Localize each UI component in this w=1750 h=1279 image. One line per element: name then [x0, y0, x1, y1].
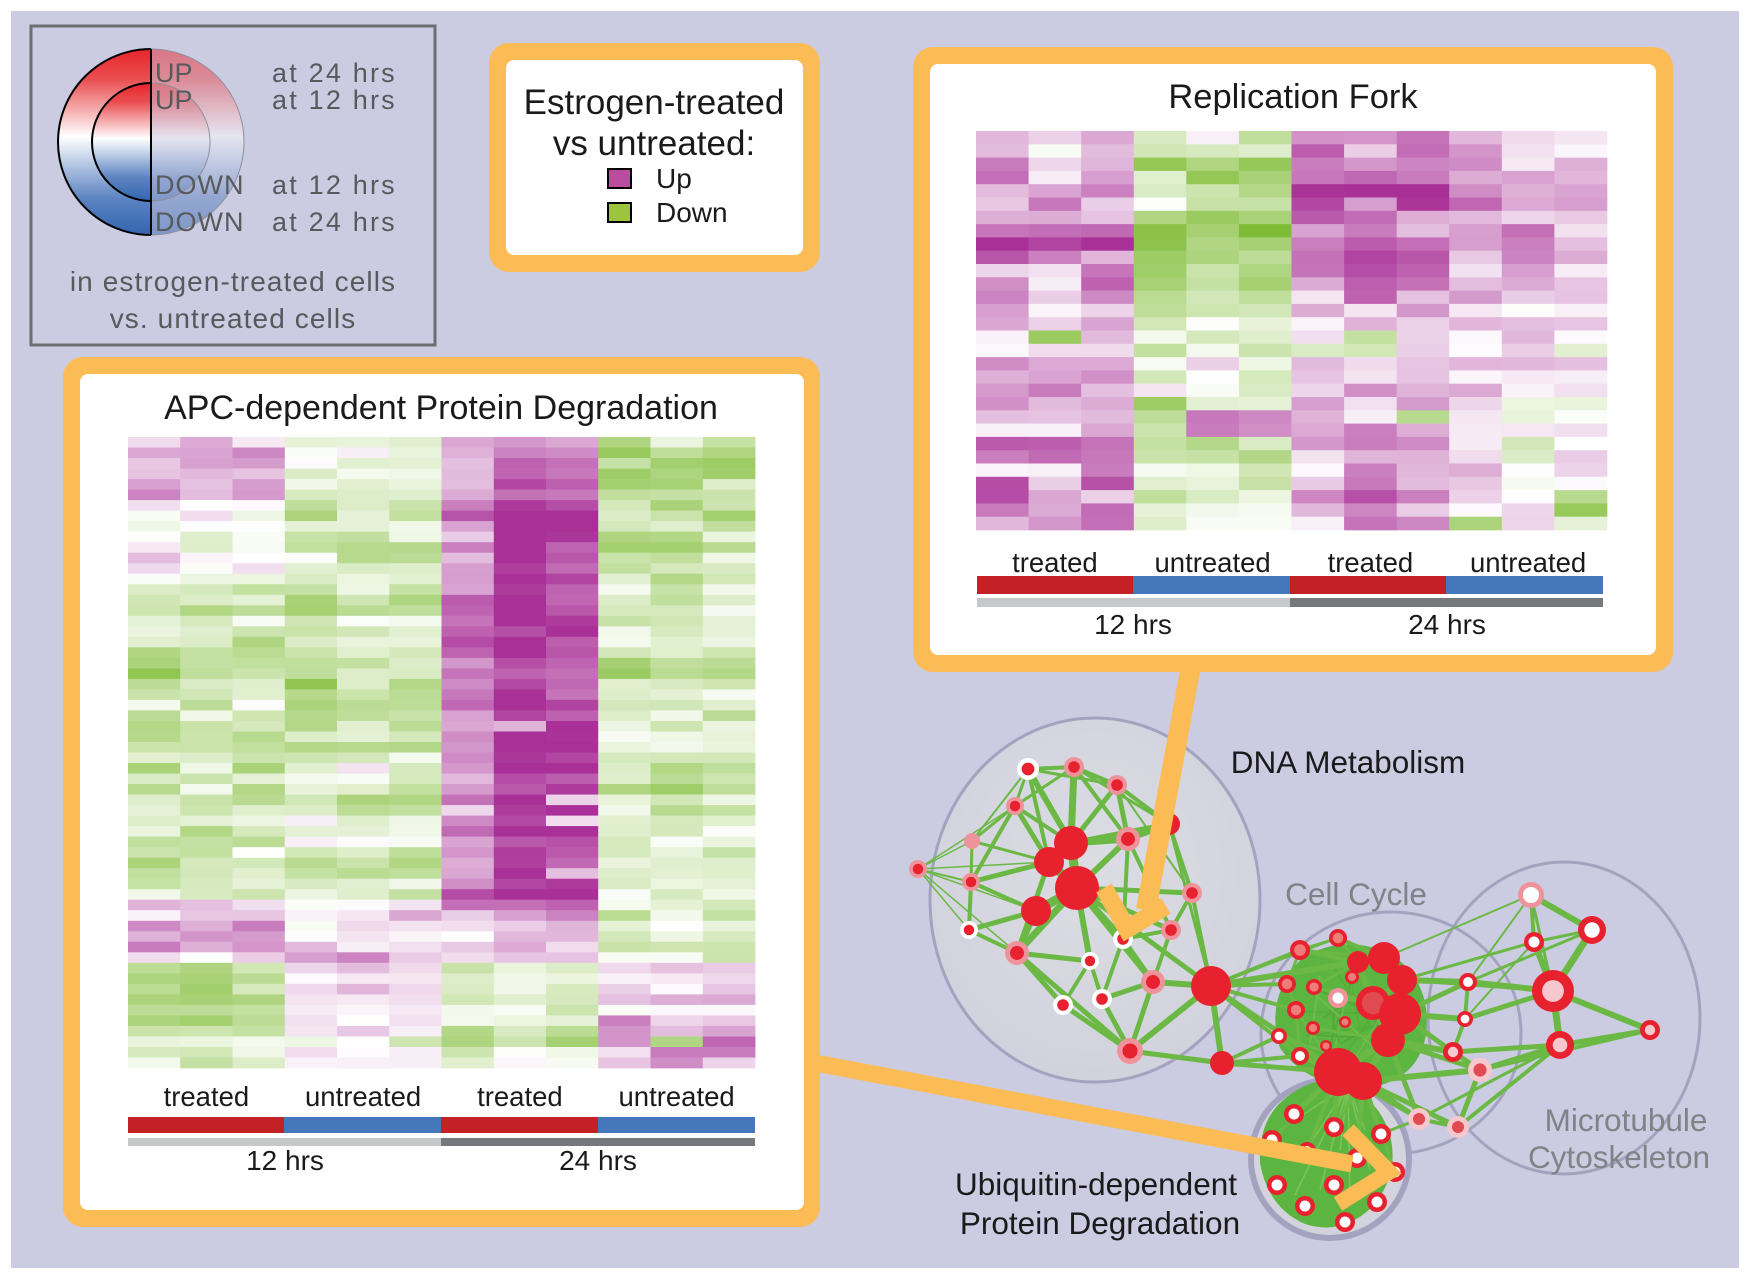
- svg-text:untreated: untreated: [1470, 547, 1586, 578]
- svg-text:DOWN: DOWN: [155, 207, 244, 237]
- svg-text:treated: treated: [164, 1081, 250, 1112]
- svg-text:Microtubule: Microtubule: [1545, 1102, 1708, 1138]
- svg-text:treated: treated: [1012, 547, 1098, 578]
- svg-text:12 hrs: 12 hrs: [1094, 609, 1172, 640]
- svg-text:in estrogen-treated cells: in estrogen-treated cells: [70, 266, 396, 297]
- svg-text:untreated: untreated: [305, 1081, 421, 1112]
- svg-text:24 hrs: 24 hrs: [1408, 609, 1486, 640]
- svg-text:at 12 hrs: at 12 hrs: [272, 170, 397, 200]
- svg-text:at 12 hrs: at 12 hrs: [272, 85, 397, 115]
- svg-text:24 hrs: 24 hrs: [559, 1145, 637, 1176]
- svg-text:untreated: untreated: [1154, 547, 1270, 578]
- svg-text:vs. untreated cells: vs. untreated cells: [110, 303, 357, 334]
- svg-text:Cell Cycle: Cell Cycle: [1285, 876, 1427, 912]
- svg-text:DOWN: DOWN: [155, 170, 244, 200]
- svg-text:Replication Fork: Replication Fork: [1168, 78, 1418, 116]
- svg-text:Estrogen-treated: Estrogen-treated: [524, 83, 785, 122]
- svg-text:UP: UP: [155, 85, 193, 115]
- svg-text:Protein Degradation: Protein Degradation: [960, 1205, 1240, 1241]
- svg-text:DNA Metabolism: DNA Metabolism: [1231, 744, 1466, 780]
- svg-text:at 24 hrs: at 24 hrs: [272, 207, 397, 237]
- svg-text:Up: Up: [656, 163, 692, 194]
- svg-text:treated: treated: [477, 1081, 563, 1112]
- svg-text:Down: Down: [656, 197, 728, 228]
- svg-text:APC-dependent Protein Degradat: APC-dependent Protein Degradation: [164, 389, 718, 427]
- svg-text:untreated: untreated: [618, 1081, 734, 1112]
- svg-text:vs untreated:: vs untreated:: [553, 124, 755, 163]
- svg-text:at 24 hrs: at 24 hrs: [272, 58, 397, 88]
- svg-text:12 hrs: 12 hrs: [246, 1145, 324, 1176]
- svg-text:treated: treated: [1328, 547, 1414, 578]
- svg-text:Cytoskeleton: Cytoskeleton: [1528, 1139, 1710, 1175]
- svg-text:Ubiquitin-dependent: Ubiquitin-dependent: [955, 1166, 1237, 1202]
- svg-text:UP: UP: [155, 58, 193, 88]
